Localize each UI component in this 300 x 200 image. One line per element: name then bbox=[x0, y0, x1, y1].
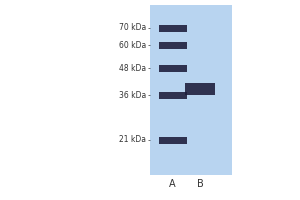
Bar bbox=[159, 42, 187, 49]
Text: 48 kDa: 48 kDa bbox=[119, 64, 146, 73]
Bar bbox=[150, 5, 232, 175]
Bar bbox=[159, 25, 187, 32]
Text: 36 kDa: 36 kDa bbox=[119, 90, 146, 99]
Bar bbox=[159, 65, 187, 72]
Bar bbox=[159, 137, 187, 144]
Text: B: B bbox=[196, 179, 203, 189]
Text: 60 kDa: 60 kDa bbox=[119, 40, 146, 49]
Bar bbox=[185, 83, 215, 95]
Text: 21 kDa: 21 kDa bbox=[119, 136, 146, 144]
Text: 70 kDa: 70 kDa bbox=[119, 23, 146, 32]
Bar bbox=[159, 92, 187, 99]
Text: A: A bbox=[169, 179, 175, 189]
